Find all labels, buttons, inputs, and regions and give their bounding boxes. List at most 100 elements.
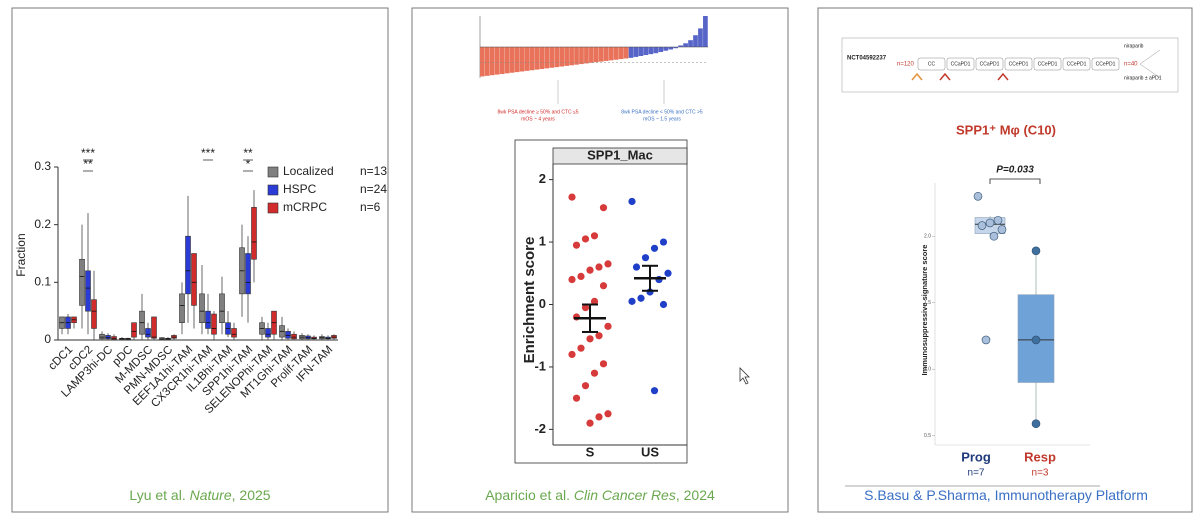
waterfall-bar	[703, 16, 708, 47]
x-tick-label: Prog	[961, 449, 991, 464]
data-point	[581, 382, 590, 390]
waterfall-bar	[594, 47, 599, 63]
box	[91, 299, 97, 329]
box	[79, 258, 85, 306]
n-label: n=7	[968, 468, 985, 479]
arm-box	[1091, 57, 1120, 71]
legend-label: HSPC	[283, 182, 317, 196]
y-tick-label: 2	[539, 171, 546, 186]
caption-part: , 2025	[232, 487, 271, 503]
box	[205, 310, 211, 329]
legend-swatch	[267, 184, 279, 196]
y-tick-label: 0.1	[34, 275, 51, 289]
arm-label: CCePD1	[1009, 61, 1029, 67]
waterfall-bar	[524, 47, 530, 71]
x-tick-label: US	[641, 444, 659, 459]
box	[185, 235, 191, 295]
y-tick-label: 0	[539, 296, 546, 311]
data-point	[581, 304, 590, 312]
box	[85, 270, 91, 312]
data-point	[586, 419, 594, 427]
n-total: n=120	[897, 62, 915, 68]
data-point	[572, 241, 581, 249]
plot-frame	[514, 139, 688, 464]
p-bracket	[989, 178, 1041, 184]
caption-part: Aparicio et al.	[485, 487, 574, 503]
caption: Lyu et al. Nature, 2025	[129, 487, 270, 503]
waterfall-bar	[579, 47, 584, 65]
waterfall-bar	[539, 47, 545, 70]
data-point	[628, 197, 636, 206]
waterfall-bar	[598, 47, 604, 62]
drug-label: niraparib	[1124, 43, 1144, 49]
data-point	[604, 322, 612, 330]
waterfall-bar	[519, 47, 525, 72]
box	[231, 328, 237, 338]
arm-box	[946, 57, 975, 71]
data-point	[595, 263, 603, 271]
waterfall-bar	[678, 45, 683, 47]
box	[105, 335, 111, 340]
waterfall-bar	[663, 47, 669, 51]
data-point	[659, 238, 668, 246]
dose-arrow	[939, 72, 951, 81]
box	[99, 333, 105, 340]
y-axis-label: Enrichment score	[521, 237, 538, 364]
data-point	[577, 344, 585, 352]
strip	[552, 147, 688, 165]
waterfall-bar	[643, 47, 649, 56]
data-point	[568, 193, 576, 201]
legend-swatch	[267, 166, 279, 178]
waterfall-bar	[544, 47, 550, 69]
legend-n: n=13	[360, 164, 387, 178]
annotation: 8wk PSA decline ≥ 50% and CTC ≤5	[497, 109, 578, 115]
data-point	[641, 254, 650, 262]
data-point	[1031, 419, 1041, 429]
y-tick-label: 2.0	[924, 234, 931, 240]
data-point	[1031, 335, 1041, 345]
box	[291, 333, 297, 340]
data-point	[595, 413, 603, 421]
y-tick-label: 0.2	[34, 217, 51, 231]
dose-arrow	[911, 72, 923, 81]
box	[265, 328, 271, 338]
branch	[1139, 49, 1161, 79]
data-point	[637, 294, 645, 302]
waterfall-bar	[603, 47, 609, 61]
data-point	[586, 335, 594, 343]
panel-frame	[411, 7, 789, 513]
data-point	[973, 191, 983, 201]
waterfall-bar	[549, 47, 555, 68]
box	[1017, 294, 1055, 383]
data-point	[577, 272, 585, 280]
data-point	[599, 360, 608, 368]
data-point	[659, 300, 668, 309]
waterfall-bar	[569, 47, 574, 66]
waterfall-bar	[628, 47, 634, 58]
legend-label: mCRPC	[283, 200, 327, 214]
waterfall-bar	[653, 47, 659, 54]
box	[131, 322, 137, 338]
waterfall-bar	[623, 47, 629, 59]
waterfall-bar	[489, 47, 495, 76]
chart-title: SPP1⁺ Mφ (C10)	[956, 122, 1056, 137]
trial-id: NCT04592237	[847, 56, 887, 62]
data-point	[599, 282, 608, 290]
waterfall-bar	[698, 28, 703, 47]
data-point	[586, 266, 594, 274]
data-point	[985, 218, 995, 228]
panel-frame	[11, 7, 389, 513]
data-point	[993, 215, 1003, 225]
waterfall-bar	[480, 47, 485, 77]
data-point	[590, 369, 599, 377]
y-tick-label: -1	[534, 358, 546, 373]
y-tick-label: 1	[539, 233, 546, 248]
arm-label: CCePD1	[1067, 61, 1087, 67]
waterfall-bar	[693, 35, 698, 47]
waterfall-bar	[559, 47, 565, 67]
y-tick-label: 1.0	[924, 367, 931, 373]
data-point	[981, 335, 991, 345]
waterfall-bar	[534, 47, 540, 70]
y-tick-label: -2	[534, 421, 546, 436]
significance-label: **	[83, 157, 93, 171]
